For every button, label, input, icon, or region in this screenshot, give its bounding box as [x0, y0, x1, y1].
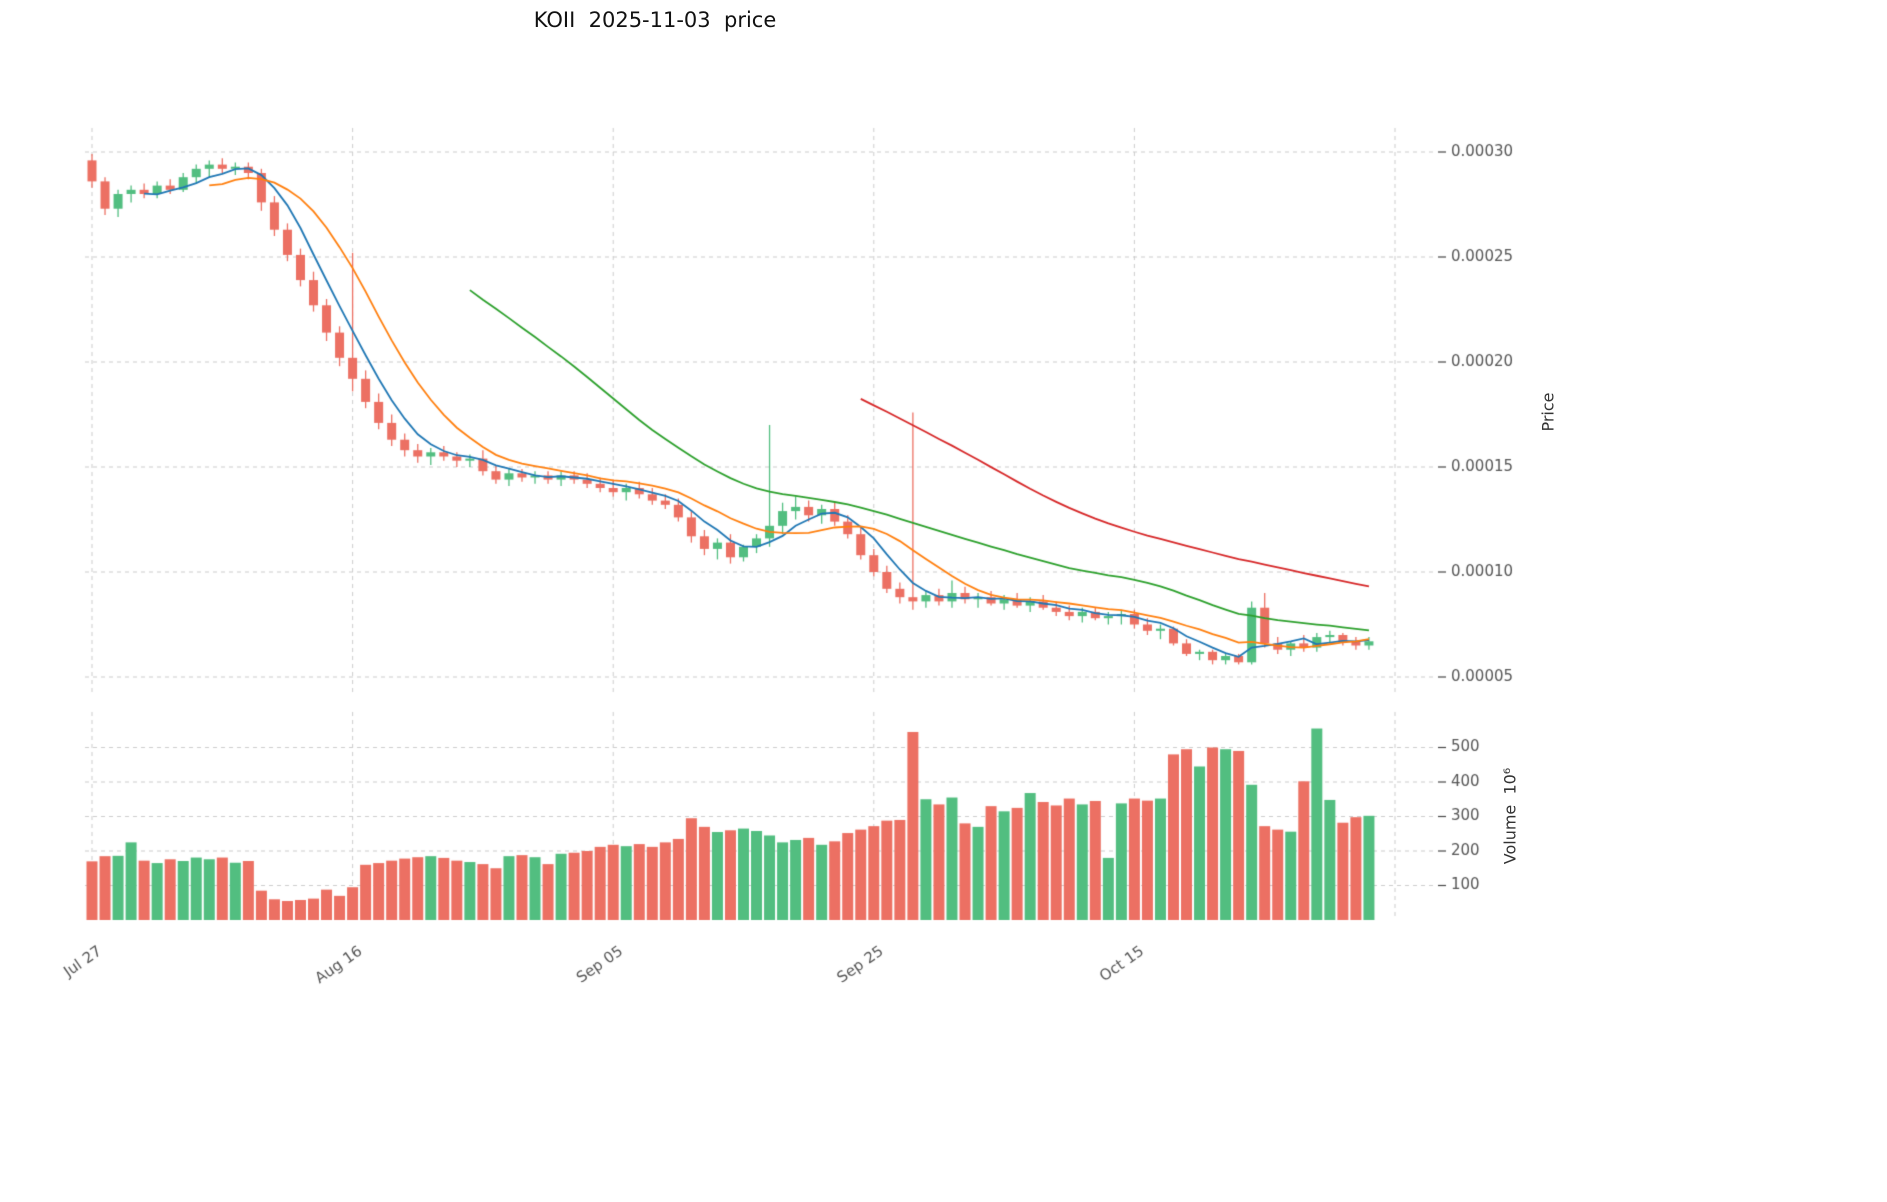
- volume-axis-label: Volume 10⁶: [1500, 767, 1520, 865]
- price-axis-label: Price: [1538, 392, 1558, 432]
- chart-title: KOII 2025-11-03 price: [533, 8, 777, 32]
